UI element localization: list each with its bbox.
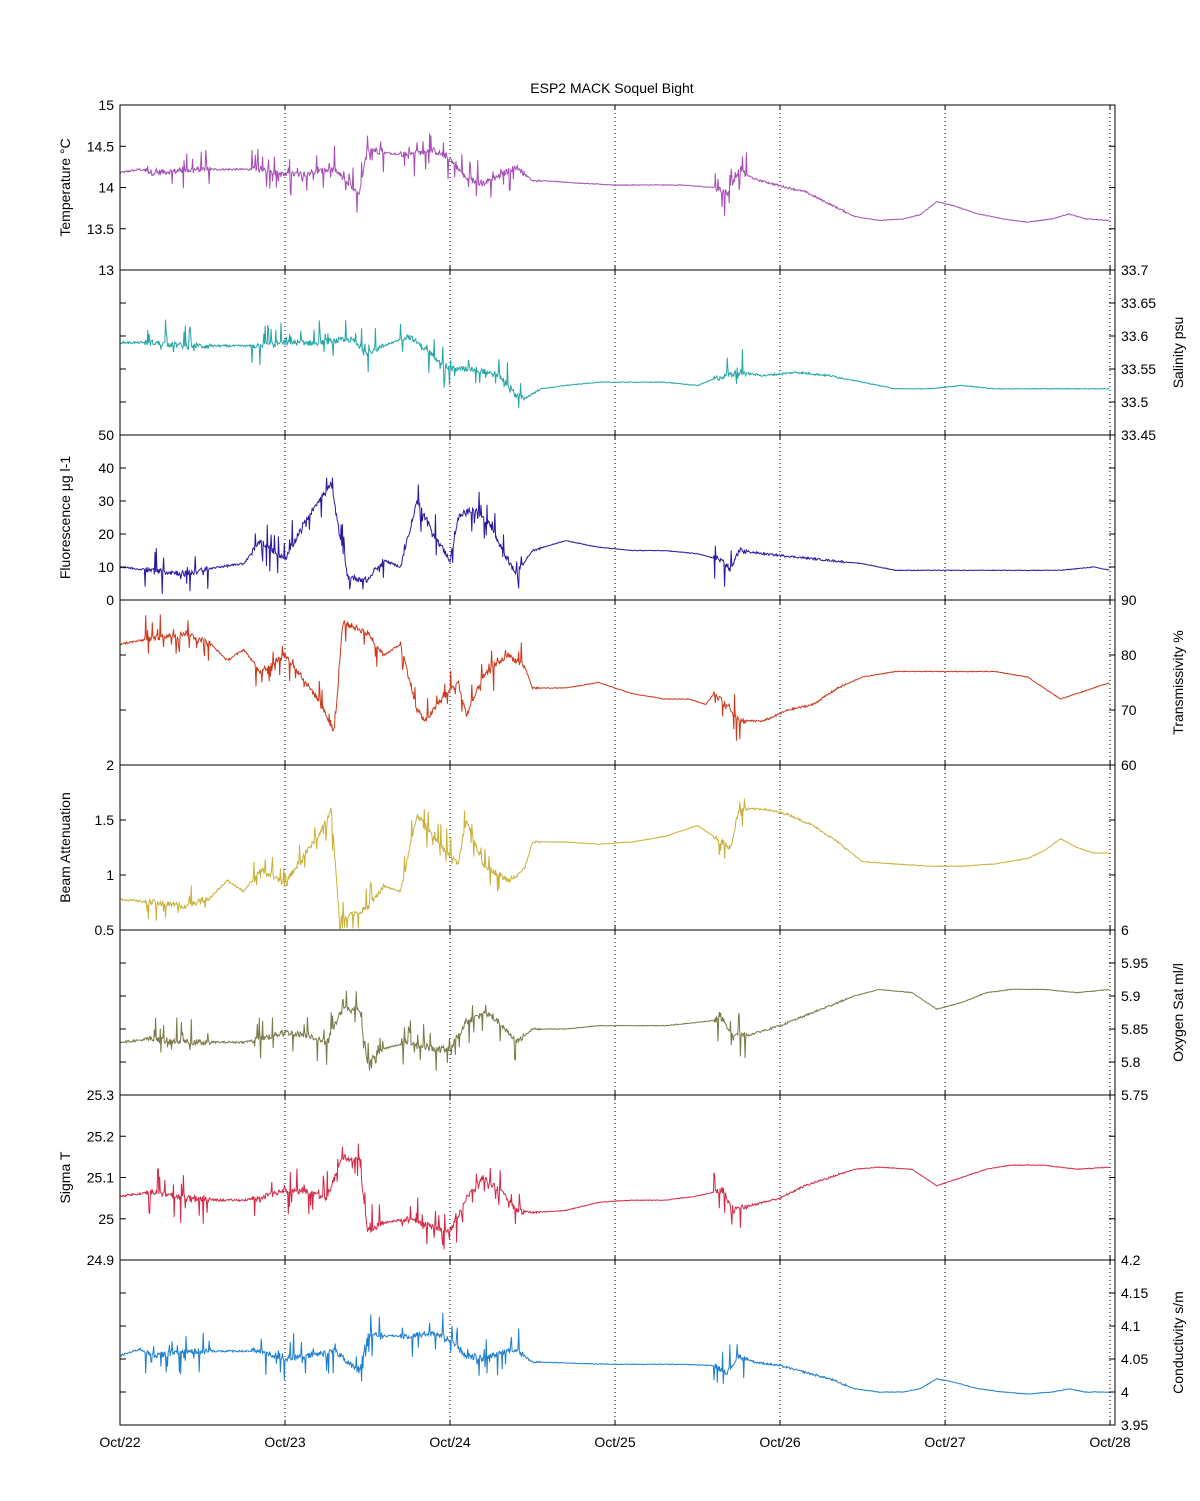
x-tick-label: Oct/24 <box>429 1434 470 1450</box>
y-tick-label-sigma_t: 25.1 <box>87 1170 114 1186</box>
y-tick-label-transmissivity: 90 <box>1121 592 1137 608</box>
series-line-temperature <box>119 133 1110 223</box>
panel-transmissivity: 60 70 80 90 Transmissivity % <box>119 592 1186 773</box>
panel-fluorescence: 0 10 20 30 40 50 Fluorescence µg l-1 <box>57 427 1116 608</box>
y-axis-label-transmissivity: Transmissivity % <box>1170 630 1186 735</box>
panel-frame-oxygen <box>119 929 1116 1096</box>
series-line-sigma_t <box>119 1143 1110 1250</box>
panel-frame-transmissivity <box>119 599 1116 766</box>
y-axis-label-beam_attenuation: Beam Attenuation <box>57 792 73 903</box>
series-line-oxygen <box>119 988 1110 1071</box>
y-tick-label-transmissivity: 80 <box>1121 647 1137 663</box>
x-tick-label: Oct/22 <box>99 1434 140 1450</box>
x-tick-label: Oct/26 <box>759 1434 800 1450</box>
y-tick-label-oxygen: 5.9 <box>1121 988 1141 1004</box>
y-tick-label-fluorescence: 40 <box>98 460 114 476</box>
y-tick-label-sigma_t: 25.3 <box>87 1087 114 1103</box>
panel-frame-fluorescence <box>119 434 1116 601</box>
x-tick-label: Oct/23 <box>264 1434 305 1450</box>
y-tick-label-transmissivity: 60 <box>1121 757 1137 773</box>
y-tick-label-oxygen: 5.75 <box>1121 1087 1148 1103</box>
y-tick-label-beam_attenuation: 0.5 <box>95 922 115 938</box>
y-tick-label-conductivity: 4.1 <box>1121 1318 1141 1334</box>
series-line-salinity <box>119 319 1110 409</box>
y-tick-label-sigma_t: 24.9 <box>87 1252 114 1268</box>
panel-frame-temperature <box>119 104 1116 271</box>
panel-oxygen: 5.75 5.8 5.85 5.9 5.95 6 Oxygen Sat ml/l <box>119 922 1186 1103</box>
y-tick-label-temperature: 15 <box>98 97 114 113</box>
y-axis-label-temperature: Temperature °C <box>57 138 73 236</box>
y-tick-label-transmissivity: 70 <box>1121 702 1137 718</box>
panel-sigma_t: 24.9 25 25.1 25.2 25.3 Sigma T <box>57 1087 1116 1268</box>
y-tick-label-beam_attenuation: 2 <box>106 757 114 773</box>
y-tick-label-temperature: 14.5 <box>87 138 114 154</box>
y-tick-label-conductivity: 4 <box>1121 1384 1129 1400</box>
y-tick-label-conductivity: 4.15 <box>1121 1285 1148 1301</box>
y-tick-label-temperature: 13 <box>98 262 114 278</box>
y-tick-label-sigma_t: 25 <box>98 1211 114 1227</box>
y-tick-label-beam_attenuation: 1 <box>106 867 114 883</box>
chart-title: ESP2 MACK Soquel Bight <box>530 80 694 96</box>
x-tick-label: Oct/27 <box>924 1434 965 1450</box>
y-axis-label-salinity: Salinity psu <box>1170 317 1186 389</box>
y-axis-label-fluorescence: Fluorescence µg l-1 <box>57 456 73 579</box>
y-axis-label-oxygen: Oxygen Sat ml/l <box>1170 963 1186 1062</box>
y-tick-label-salinity: 33.7 <box>1121 262 1148 278</box>
panel-frame-sigma_t <box>119 1094 1116 1261</box>
y-tick-label-conductivity: 4.2 <box>1121 1252 1141 1268</box>
panel-frame-beam_attenuation <box>119 764 1116 931</box>
y-tick-label-sigma_t: 25.2 <box>87 1128 114 1144</box>
panel-conductivity: 3.95 4 4.05 4.1 4.15 4.2 Conductivity s/m <box>119 1252 1186 1433</box>
x-axis: Oct/22 Oct/23 Oct/24 Oct/25 Oct/26 Oct/27 Oct/… <box>99 1434 1131 1450</box>
x-tick-label: Oct/28 <box>1089 1434 1130 1450</box>
y-axis-label-conductivity: Conductivity s/m <box>1170 1291 1186 1394</box>
y-tick-label-salinity: 33.5 <box>1121 394 1148 410</box>
y-tick-label-fluorescence: 30 <box>98 493 114 509</box>
y-tick-label-oxygen: 5.85 <box>1121 1021 1148 1037</box>
y-tick-label-oxygen: 5.95 <box>1121 955 1148 971</box>
y-tick-label-salinity: 33.55 <box>1121 361 1156 377</box>
y-tick-label-fluorescence: 20 <box>98 526 114 542</box>
y-tick-label-oxygen: 6 <box>1121 922 1129 938</box>
y-tick-label-temperature: 14 <box>98 180 114 196</box>
y-tick-label-beam_attenuation: 1.5 <box>95 812 115 828</box>
panel-salinity: 33.45 33.5 33.55 33.6 33.65 33.7 Salinity psu <box>119 262 1186 443</box>
y-tick-label-salinity: 33.65 <box>1121 295 1156 311</box>
x-tick-label: Oct/25 <box>594 1434 635 1450</box>
y-tick-label-conductivity: 4.05 <box>1121 1351 1148 1367</box>
y-tick-label-salinity: 33.6 <box>1121 328 1148 344</box>
series-line-conductivity <box>119 1312 1110 1395</box>
series-line-beam_attenuation <box>119 798 1110 929</box>
series-line-transmissivity <box>119 614 1110 741</box>
panel-frame-salinity <box>119 269 1116 436</box>
panel-beam_attenuation: 0.5 1 1.5 2 Beam Attenuation <box>57 757 1116 938</box>
series-line-fluorescence <box>119 477 1110 595</box>
y-tick-label-fluorescence: 50 <box>98 427 114 443</box>
y-axis-label-sigma_t: Sigma T <box>57 1151 73 1203</box>
y-tick-label-salinity: 33.45 <box>1121 427 1156 443</box>
y-tick-label-conductivity: 3.95 <box>1121 1417 1148 1433</box>
y-tick-label-fluorescence: 0 <box>106 592 114 608</box>
panel-frame-conductivity <box>119 1259 1116 1426</box>
panel-temperature: 13 13.5 14 14.5 15 Temperature °C <box>57 97 1116 278</box>
y-tick-label-temperature: 13.5 <box>87 221 114 237</box>
y-tick-label-oxygen: 5.8 <box>1121 1054 1141 1070</box>
y-tick-label-fluorescence: 10 <box>98 559 114 575</box>
